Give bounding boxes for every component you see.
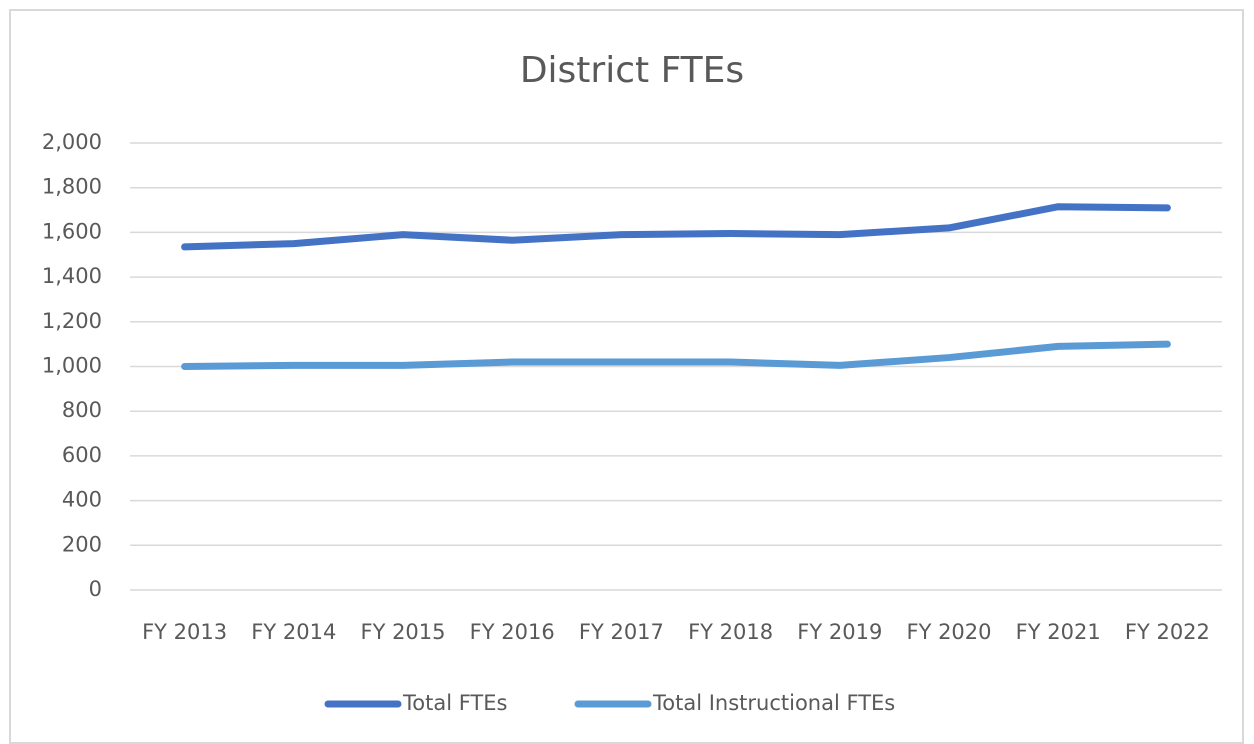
data-line: [181, 203, 1171, 251]
x-tick-label: FY 2014: [251, 620, 336, 644]
chart-title: District FTEs: [520, 50, 744, 91]
x-tick-label: FY 2016: [470, 620, 555, 644]
chart-frame: [9, 9, 1244, 744]
y-tick-label: 1,400: [42, 264, 102, 288]
x-tick-label: FY 2018: [688, 620, 773, 644]
y-tick-label: 400: [62, 488, 102, 512]
x-tick-label: FY 2013: [142, 620, 227, 644]
y-tick-label: 600: [62, 443, 102, 467]
y-tick-label: 2,000: [42, 130, 102, 154]
y-tick-label: 800: [62, 398, 102, 422]
legend-label: Total FTEs: [402, 691, 507, 715]
legend-label: Total Instructional FTEs: [652, 691, 895, 715]
y-tick-label: 200: [62, 532, 102, 556]
x-tick-label: FY 2021: [1016, 620, 1101, 644]
data-line: [181, 340, 1171, 370]
y-tick-label: 0: [89, 577, 102, 601]
y-tick-label: 1,800: [42, 175, 102, 199]
y-tick-label: 1,200: [42, 309, 102, 333]
x-tick-label: FY 2015: [360, 620, 445, 644]
x-tick-label: FY 2022: [1125, 620, 1210, 644]
x-tick-label: FY 2017: [579, 620, 664, 644]
x-tick-label: FY 2020: [906, 620, 991, 644]
y-tick-label: 1,600: [42, 219, 102, 243]
x-tick-label: FY 2019: [797, 620, 882, 644]
y-tick-label: 1,000: [42, 354, 102, 378]
